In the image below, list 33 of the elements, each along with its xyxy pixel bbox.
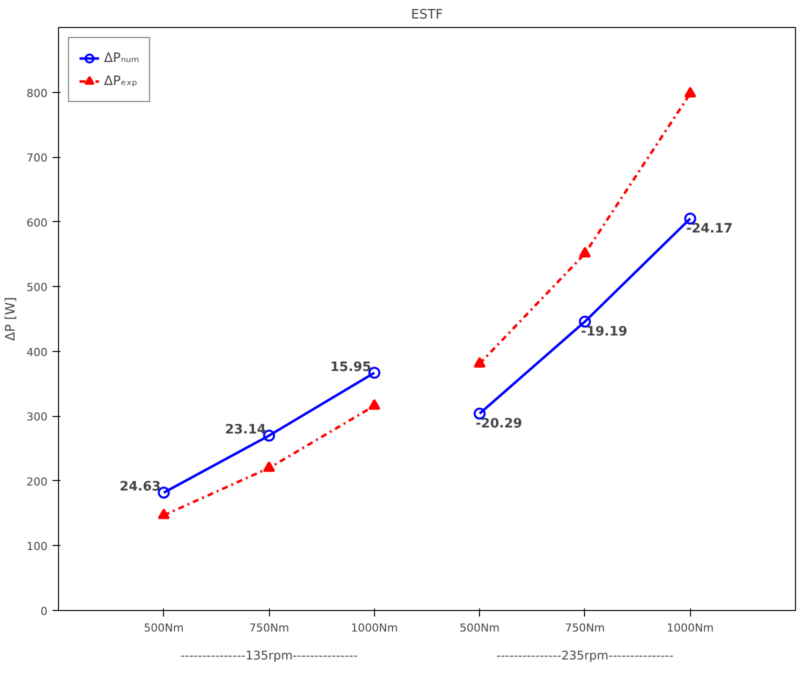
annotation: -20.29 [476,416,522,432]
y-tick-label: 100 [26,540,48,554]
x-tick-label: 1000Nm [666,622,714,634]
annotation: 23.14 [224,422,266,438]
y-tick-label: 500 [26,281,48,294]
x-tick-label: 750Nm [564,622,605,634]
annotation: -19.19 [580,324,628,340]
annotation: -24.17 [686,222,733,237]
y-tick-label: 700 [26,152,48,165]
x-tick-label: 750Nm [249,622,290,634]
text: ---------------135rpm--------------- [180,648,358,662]
legend-label: ΔPₙᵤₘ [104,50,140,66]
chart-title: ESTF [411,8,443,22]
point [158,508,170,520]
point [684,86,696,98]
y-axis-title: ΔP [W] [4,297,19,341]
y-tick-label: 600 [26,216,48,230]
y-tick-label: 400 [26,346,48,359]
legend-label: ΔPₑₓₚ [104,74,138,88]
x-tick-label: 500Nm [460,622,500,634]
point [263,461,276,472]
y-tick-label: 800 [26,86,48,100]
y-tick-label: 200 [26,475,48,488]
x-tick-label: 500Nm [144,622,184,634]
point [368,399,380,410]
point [578,246,591,258]
text: ---------------235rpm--------------- [496,648,674,662]
annotation: 24.63 [120,480,161,495]
y-tick-label: 300 [26,410,48,424]
x-tick-label: 1000Nm [350,622,398,634]
annotation: 15.95 [330,360,372,375]
y-tick-label: 0 [40,605,48,618]
point [474,356,486,368]
